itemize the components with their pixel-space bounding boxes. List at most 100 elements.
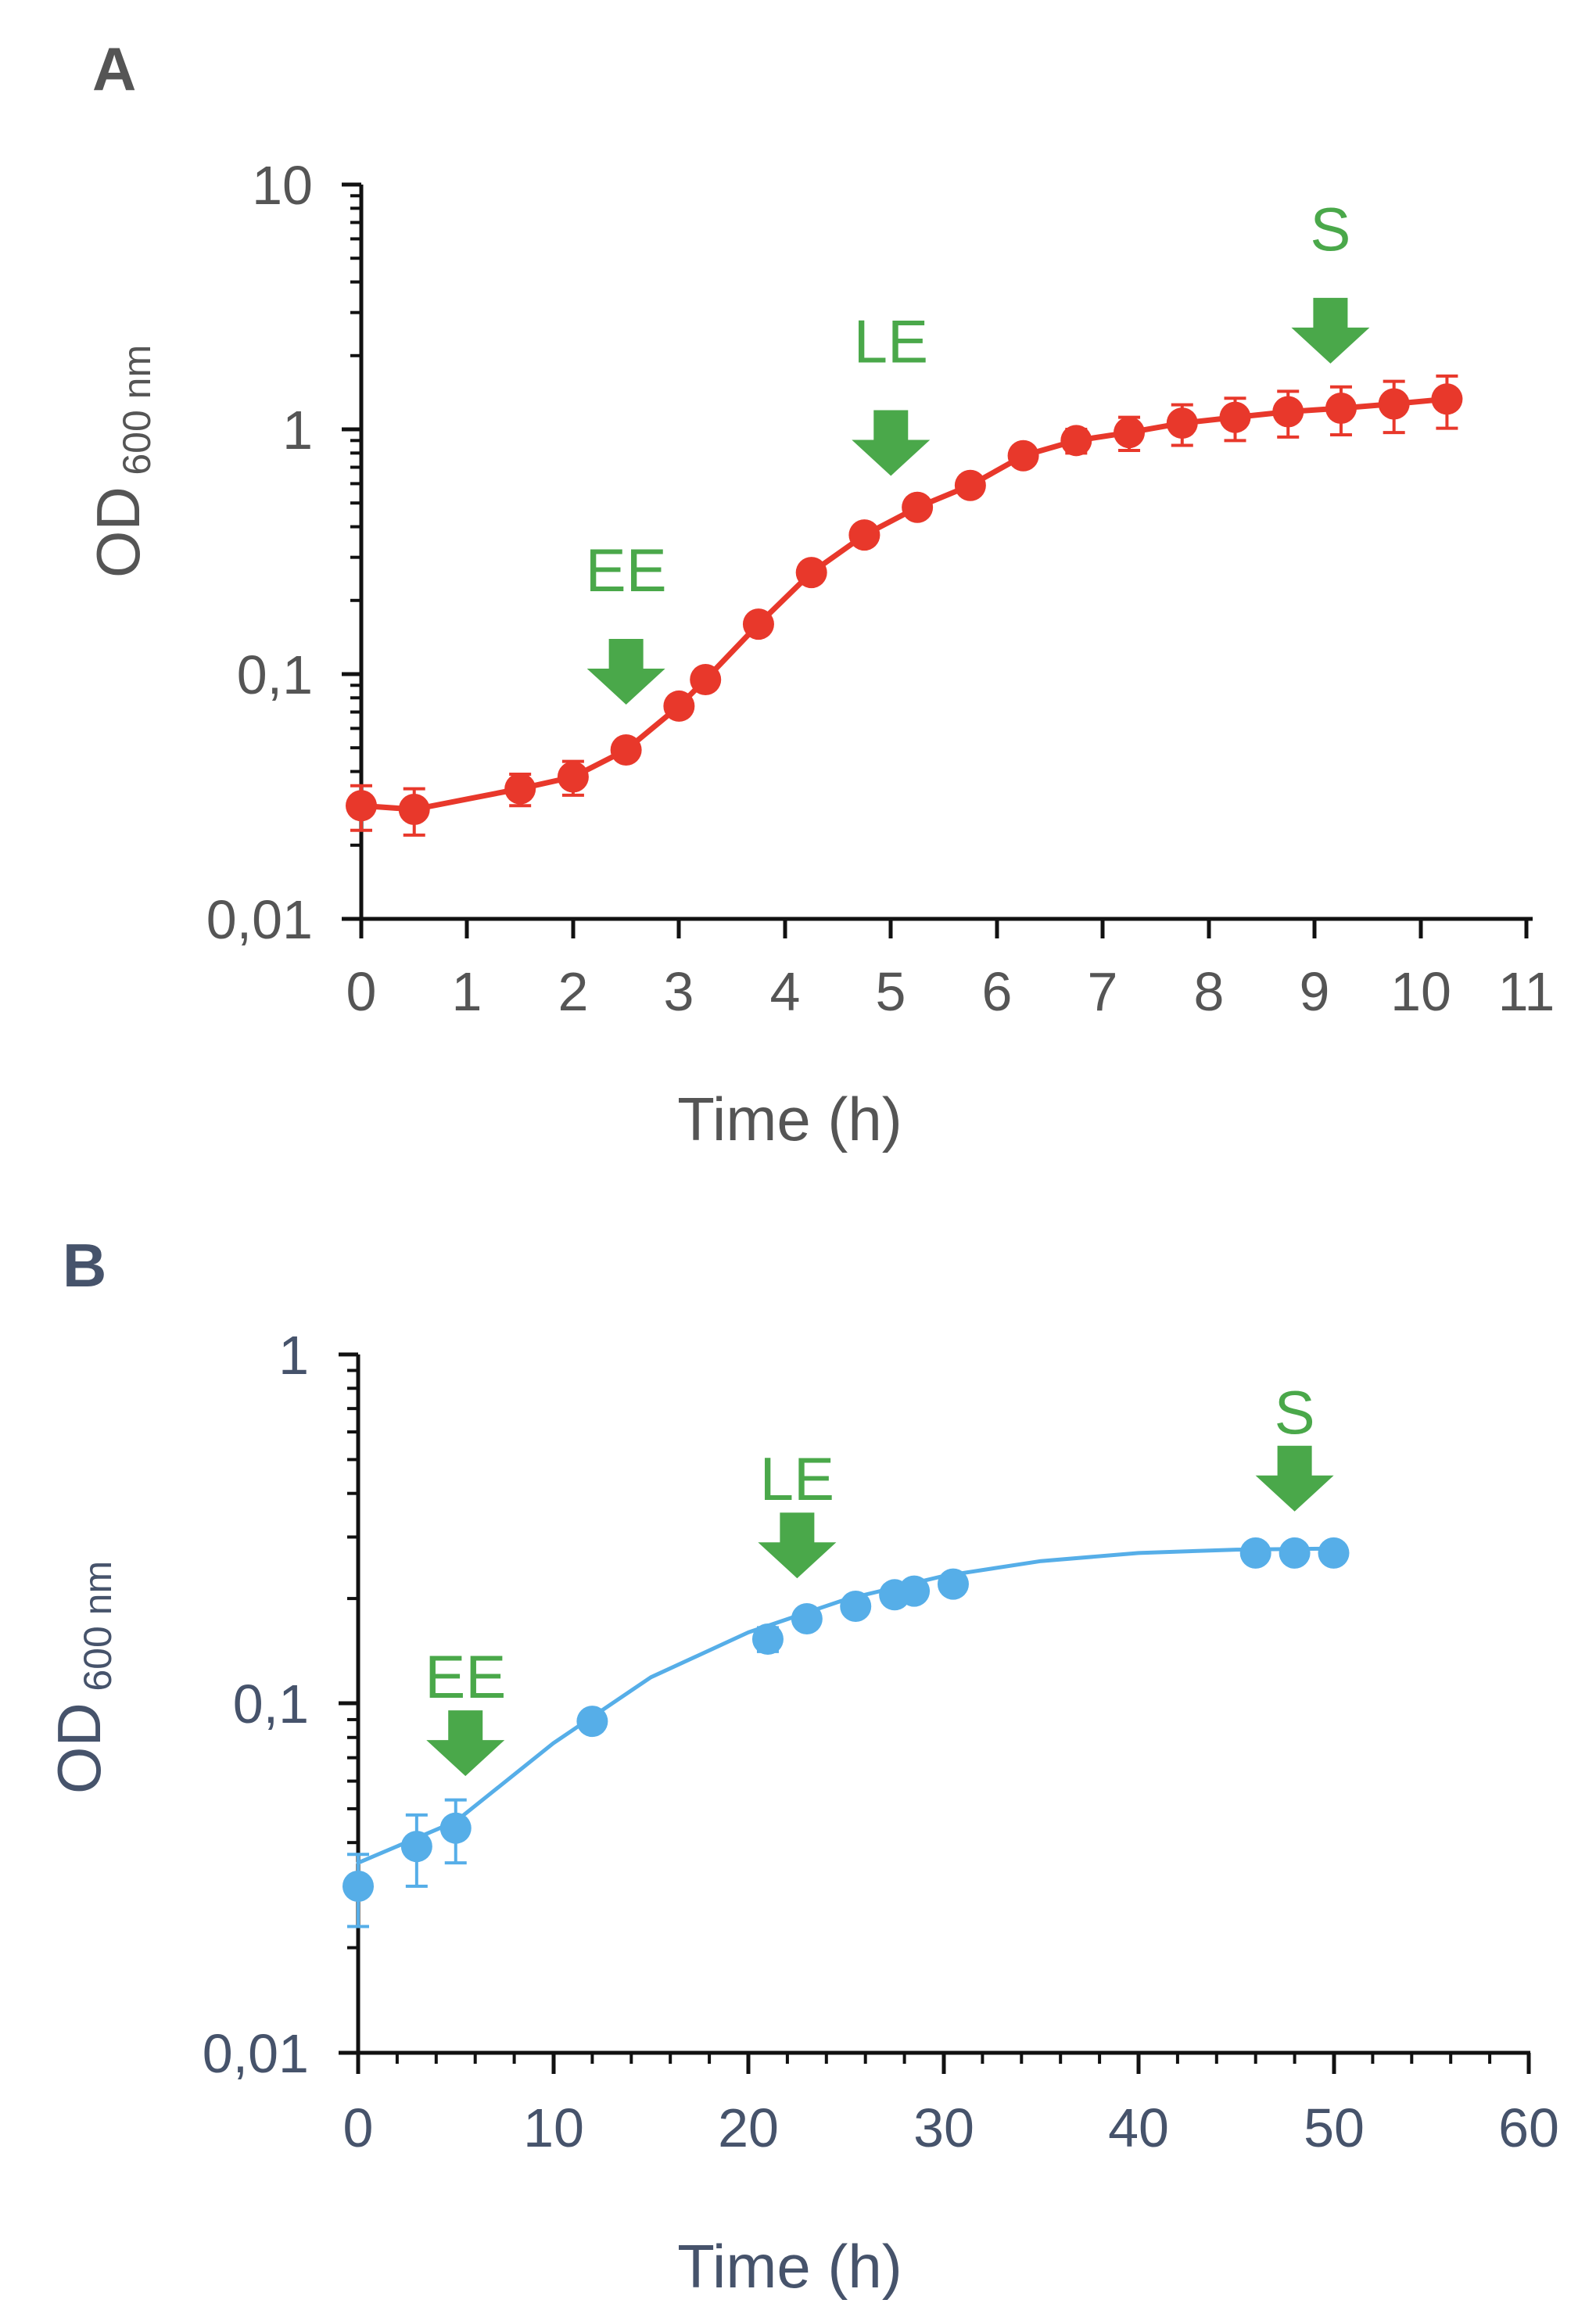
panel-a-x-tick-label: 7 — [1088, 961, 1118, 1022]
panel-b-x-tick-label: 60 — [1498, 2097, 1559, 2158]
panel-b-x-axis-title: Time (h) — [677, 2232, 902, 2301]
panel-a-x-tick-label: 6 — [982, 961, 1013, 1022]
panel-a-x-tick-8: 8 — [1194, 919, 1225, 1022]
panel-b-ylabel-subscript: 600 nm — [76, 1561, 120, 1692]
panel-a-ylabel-subscript: 600 nm — [115, 345, 159, 475]
panel-b-y-tick-label: 1 — [278, 1325, 309, 1386]
panel-a-x-tick-label: 4 — [770, 961, 801, 1022]
svg-text:OD 600 nm: OD 600 nm — [84, 345, 159, 578]
panel-a-x-tick-7: 7 — [1088, 919, 1118, 1022]
panel-a-y-tick-3: 10 — [252, 155, 361, 216]
data-point — [663, 690, 695, 722]
panel-b-ylabel: OD — [45, 1702, 113, 1794]
panel-b-x-tick-3: 30 — [913, 2053, 974, 2158]
data-point — [954, 469, 986, 501]
panel-b-x-tick-5: 50 — [1304, 2053, 1365, 2158]
panel-a: A OD 600 nm Time (h) 0,01 0,1 1 10 — [84, 34, 1555, 1153]
panel-a-annotations: EE LE S — [586, 195, 1370, 705]
panel-b-annotation-label: S — [1275, 1378, 1315, 1447]
panel-a-y-tick-1: 0,1 — [237, 644, 361, 705]
panel-b-x-tick-label: 10 — [523, 2097, 584, 2158]
panel-b-x-tick-2: 20 — [718, 2053, 779, 2158]
panel-a-x-tick-4: 4 — [770, 919, 801, 1022]
panel-b-annotations: EE LE S — [425, 1378, 1334, 1777]
data-point — [840, 1591, 872, 1623]
panel-b-y-minor-ticks — [347, 1369, 358, 1950]
panel-a-y-tick-label: 0,1 — [237, 644, 313, 705]
panel-a-series — [346, 374, 1463, 837]
data-point — [398, 794, 430, 826]
panel-a-x-tick-5: 5 — [876, 919, 906, 1022]
panel-b-y-tick-1: 0,1 — [233, 1674, 358, 1735]
panel-b-annotation-s: S — [1255, 1378, 1334, 1512]
panel-a-x-tick-1: 1 — [452, 919, 482, 1022]
data-point — [343, 1870, 374, 1902]
panel-a-x-tick-label: 11 — [1498, 961, 1555, 1022]
panel-a-x-tick-3: 3 — [664, 919, 694, 1022]
down-arrow-icon — [852, 410, 931, 476]
down-arrow-icon — [1255, 1445, 1334, 1512]
panel-a-x-tick-label: 1 — [452, 961, 482, 1022]
data-point — [1060, 425, 1092, 457]
panel-b-y-axis-title: OD 600 nm — [45, 1561, 120, 1794]
panel-b-x-tick-1: 10 — [523, 2053, 584, 2158]
panel-a-y-tick-label: 0,01 — [206, 889, 313, 950]
panel-a-x-tick-10: 10 — [1390, 919, 1451, 1022]
panel-a-y-tick-label: 1 — [282, 400, 313, 461]
panel-a-annotation-label: LE — [854, 307, 928, 375]
panel-a-annotation-s: S — [1291, 195, 1370, 364]
panel-a-y-minor-ticks — [350, 194, 361, 847]
panel-a-y-tick-0: 0,01 — [206, 889, 361, 950]
panel-b-x-tick-label: 20 — [718, 2097, 779, 2158]
panel-a-x-tick-0: 0 — [346, 919, 377, 1022]
data-point — [1279, 1537, 1311, 1569]
panel-b-annotation-le: LE — [758, 1444, 837, 1579]
data-point — [1219, 401, 1251, 433]
data-point — [937, 1568, 969, 1600]
panel-b-x-tick-4: 40 — [1108, 2053, 1169, 2158]
panel-b-x-minor-ticks — [395, 2053, 1492, 2064]
down-arrow-icon — [758, 1512, 837, 1579]
panel-b-y-tick-0: 0,01 — [203, 2023, 358, 2084]
panel-a-annotation-label: S — [1310, 195, 1350, 264]
panel-a-x-tick-9: 9 — [1300, 919, 1330, 1022]
data-point — [751, 1623, 784, 1656]
panel-b-x-tick-0: 0 — [343, 2053, 374, 2158]
panel-a-x-tick-label: 5 — [876, 961, 906, 1022]
data-point — [848, 519, 880, 551]
panel-a-letter: A — [92, 34, 136, 103]
data-point — [1007, 439, 1039, 472]
panel-b-series — [343, 1537, 1350, 1928]
panel-a-annotation-le: LE — [852, 307, 931, 476]
panel-b-axes — [347, 1354, 1530, 2064]
data-point — [742, 608, 774, 640]
panel-a-axes — [350, 185, 1533, 921]
data-point — [439, 1812, 472, 1844]
panel-a-annotation-ee: EE — [586, 536, 667, 705]
data-point — [898, 1575, 931, 1607]
panel-a-x-tick-6: 6 — [982, 919, 1013, 1022]
panel-a-y-axis-title: OD 600 nm — [84, 345, 159, 578]
panel-b-annotation-label: LE — [760, 1444, 834, 1513]
panel-b-x-tick-6: 60 — [1498, 2053, 1559, 2158]
data-point — [1166, 407, 1198, 439]
data-point — [610, 734, 642, 766]
data-point — [576, 1706, 608, 1738]
data-point — [1325, 392, 1357, 424]
panel-b-x-tick-label: 0 — [343, 2097, 374, 2158]
panel-b-y-tick-label: 0,1 — [233, 1674, 309, 1735]
panel-a-x-tick-label: 9 — [1300, 961, 1330, 1022]
panel-a-x-tick-label: 8 — [1194, 961, 1225, 1022]
panel-b-x-tick-label: 50 — [1304, 2097, 1365, 2158]
panel-b: B OD 600 nm Time (h) 0,01 0,1 1 — [45, 1231, 1559, 2301]
data-point — [1318, 1537, 1350, 1569]
panel-b-letter: B — [63, 1231, 106, 1300]
data-point — [795, 557, 827, 589]
panel-a-x-tick-label: 0 — [346, 961, 377, 1022]
data-point — [504, 773, 536, 805]
panel-a-x-tick-label: 10 — [1390, 961, 1451, 1022]
data-point — [346, 790, 377, 822]
panel-a-annotation-label: EE — [586, 536, 667, 605]
data-point — [1378, 388, 1410, 420]
